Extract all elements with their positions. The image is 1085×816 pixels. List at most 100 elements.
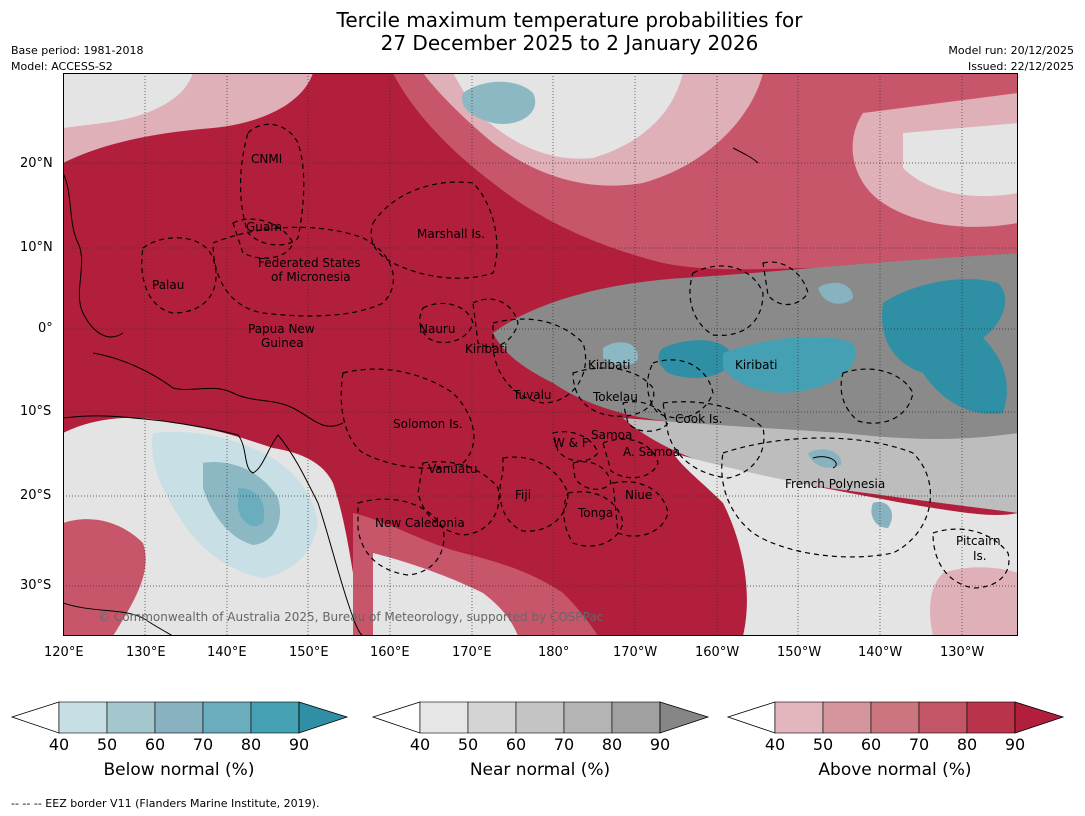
lon-tick-170e: 170°E <box>452 645 492 660</box>
below-patch-2 <box>658 340 733 378</box>
below-patch-5 <box>882 279 1007 414</box>
cb-near-tick-60: 60 <box>505 735 527 754</box>
colorbar-above-normal <box>726 701 1065 734</box>
cb-near-tick-80: 80 <box>601 735 623 754</box>
cb-below-tick-40: 40 <box>48 735 70 754</box>
label-new-caledonia: New Caledonia <box>375 516 465 530</box>
cb-below-tick-60: 60 <box>144 735 166 754</box>
label-tokelau: Tokelau <box>592 390 638 404</box>
lon-tick-170w: 170°W <box>613 645 658 660</box>
copyright-notice: © Commonwealth of Australia 2025, Bureau… <box>98 610 603 624</box>
label-solomon-is: Solomon Is. <box>393 417 463 431</box>
label-american-samoa: A. Samoa <box>623 445 680 459</box>
below-patch-6 <box>808 449 842 468</box>
lon-tick-160w: 160°W <box>695 645 740 660</box>
label-guam: Guam <box>246 220 282 234</box>
cb-above-tick-40: 40 <box>764 735 786 754</box>
colorbar-below-title: Below normal (%) <box>103 760 255 780</box>
lon-tick-130e: 130°E <box>126 645 166 660</box>
base-period: Base period: 1981-2018 <box>11 44 144 57</box>
label-samoa: Samoa <box>591 428 632 442</box>
lat-tick-20n: 20°N <box>20 156 53 171</box>
label-cnmi: CNMI <box>251 152 282 166</box>
label-fsm-line1: Federated States <box>258 256 360 270</box>
label-vanuatu: Vanuatu <box>428 462 478 476</box>
label-kiribati-east: Kiribati <box>735 358 777 372</box>
cb-near-tick-50: 50 <box>457 735 479 754</box>
colorbar-near-title: Near normal (%) <box>469 760 611 780</box>
nw-near-region <box>63 73 193 128</box>
australia-below-strong <box>238 488 265 527</box>
lat-tick-10s: 10°S <box>20 404 52 419</box>
below-patch-4 <box>818 282 853 304</box>
eez-borders <box>141 123 1010 589</box>
label-tuvalu: Tuvalu <box>512 388 552 402</box>
southeast-near-light-region <box>673 453 1018 636</box>
below-patch-1 <box>603 342 638 366</box>
colorbar-below-normal <box>10 701 349 734</box>
cb-near-tick-90: 90 <box>649 735 671 754</box>
lat-tick-0: 0° <box>38 321 53 336</box>
label-french-polynesia: French Polynesia <box>785 477 885 491</box>
lon-tick-140e: 140°E <box>207 645 247 660</box>
label-pitcairn-line2: Is. <box>973 549 987 563</box>
below-patch-3 <box>723 336 856 393</box>
probability-map: CNMI Guam Marshall Is. Federated States … <box>63 73 1018 636</box>
ne-near-light-region-3 <box>903 123 1018 197</box>
colorbar-near-normal <box>371 701 710 734</box>
model-run: Model run: 20/12/2025 <box>948 44 1074 57</box>
lon-tick-140w: 140°W <box>858 645 903 660</box>
south-light-region <box>373 553 518 636</box>
cb-below-tick-80: 80 <box>240 735 262 754</box>
lat-tick-20s: 20°S <box>20 488 52 503</box>
map-title-line-2: 27 December 2025 to 2 January 2026 <box>380 31 759 55</box>
label-wallis-futuna: W & F <box>553 436 589 450</box>
label-nauru: Nauru <box>419 322 455 336</box>
map-graticule <box>63 73 1018 636</box>
lon-tick-150w: 150°W <box>777 645 822 660</box>
model-name: Model: ACCESS-S2 <box>11 60 113 73</box>
label-niue: Niue <box>625 488 652 502</box>
label-kiribati-central: Kiribati <box>588 358 630 372</box>
cb-below-tick-90: 90 <box>288 735 310 754</box>
issued-date: Issued: 22/12/2025 <box>967 60 1074 73</box>
region-labels: CNMI Guam Marshall Is. Federated States … <box>152 152 1001 563</box>
lon-tick-130w: 130°W <box>940 645 985 660</box>
map-frame <box>63 73 1018 636</box>
cb-above-tick-70: 70 <box>908 735 930 754</box>
label-pitcairn-line1: Pitcairn <box>956 534 1001 548</box>
eez-footnote: -- -- -- EEZ border V11 (Flanders Marine… <box>11 797 320 810</box>
colorbar-above-title: Above normal (%) <box>818 760 972 780</box>
label-png-line2: Guinea <box>261 336 304 350</box>
lon-tick-120e: 120°E <box>44 645 84 660</box>
cb-below-tick-50: 50 <box>96 735 118 754</box>
southeast-above-light-region <box>930 567 1018 636</box>
label-palau: Palau <box>152 278 184 292</box>
cb-below-tick-70: 70 <box>192 735 214 754</box>
cb-above-tick-80: 80 <box>956 735 978 754</box>
cb-above-tick-60: 60 <box>860 735 882 754</box>
label-png-line1: Papua New <box>248 322 315 336</box>
colorbars <box>10 701 1065 734</box>
label-marshall-is: Marshall Is. <box>417 227 485 241</box>
label-fiji: Fiji <box>515 488 531 502</box>
australia-above-region <box>63 519 146 636</box>
label-cook-is: Cook Is. <box>675 412 722 426</box>
lat-tick-10n: 10°N <box>20 240 53 255</box>
map-svg: CNMI Guam Marshall Is. Federated States … <box>63 73 1018 636</box>
cb-above-tick-50: 50 <box>812 735 834 754</box>
label-tonga: Tonga <box>577 506 613 520</box>
lon-tick-150e: 150°E <box>289 645 329 660</box>
cb-near-tick-40: 40 <box>409 735 431 754</box>
label-kiribati-west: Kiribati <box>465 342 507 356</box>
map-title-line-1: Tercile maximum temperature probabilitie… <box>336 8 803 32</box>
lon-tick-160e: 160°E <box>370 645 410 660</box>
cb-near-tick-70: 70 <box>553 735 575 754</box>
below-patch-7 <box>871 502 893 528</box>
label-fsm-line2: of Micronesia <box>271 270 351 284</box>
lon-tick-180: 180° <box>538 645 570 660</box>
north-blue-patch <box>462 81 536 124</box>
lat-tick-30s: 30°S <box>20 578 52 593</box>
cb-above-tick-90: 90 <box>1004 735 1026 754</box>
coastlines <box>63 147 837 636</box>
